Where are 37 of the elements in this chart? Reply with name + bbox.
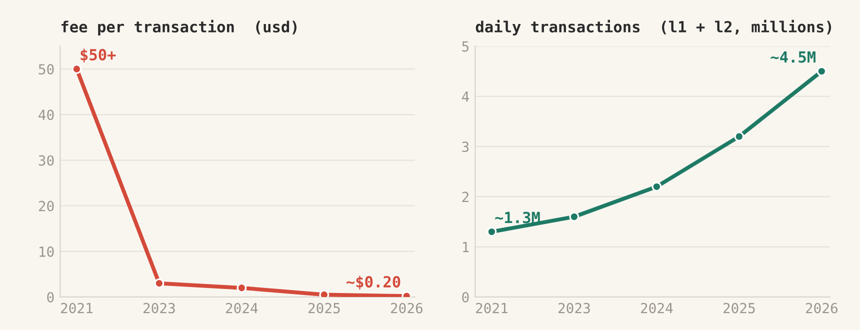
point — [816, 66, 827, 76]
x-tick-label: 2024 — [640, 302, 673, 314]
x-tick-label: 2024 — [226, 302, 258, 314]
point — [154, 278, 164, 288]
point — [486, 226, 497, 237]
y-tick-label: 1 — [462, 242, 469, 252]
point — [319, 290, 330, 297]
y-tick-label: 5 — [462, 41, 469, 52]
y-tick-label: 2 — [462, 192, 468, 202]
x-tick-label: 2026 — [806, 302, 838, 314]
point — [72, 64, 82, 74]
x-tick-label: 2023 — [143, 302, 175, 314]
y-tick-label: 30 — [38, 155, 54, 166]
y-tick-label: 20 — [38, 200, 54, 212]
x-tick-label: 2023 — [558, 302, 590, 314]
annotation: $50+ — [80, 48, 116, 63]
y-tick-label: 3 — [462, 142, 469, 152]
x-tick-label: 2021 — [61, 302, 92, 314]
x-tick-label: 2021 — [476, 302, 508, 314]
point — [236, 282, 247, 293]
point — [734, 131, 744, 142]
chart-title: daily transactions (l1 + l2, millions) — [476, 20, 832, 36]
chart-title: fee per transaction (usd) — [62, 20, 296, 36]
annotation: ~4.5M — [770, 51, 816, 63]
annotation: ~1.3M — [495, 212, 540, 224]
y-tick-label: 40 — [38, 110, 54, 120]
y-tick-label: 0 — [462, 292, 469, 303]
y-tick-label: 50 — [38, 64, 54, 75]
y-tick-label: 0 — [47, 292, 54, 303]
point — [652, 182, 662, 192]
x-tick-label: 2025 — [308, 302, 340, 314]
point — [569, 212, 580, 222]
x-tick-label: 2025 — [723, 302, 755, 314]
x-tick-label: 2026 — [390, 302, 422, 314]
y-tick-label: 4 — [462, 92, 469, 102]
y-tick-label: 10 — [40, 246, 54, 257]
annotation: ~$0.20 — [346, 276, 400, 290]
